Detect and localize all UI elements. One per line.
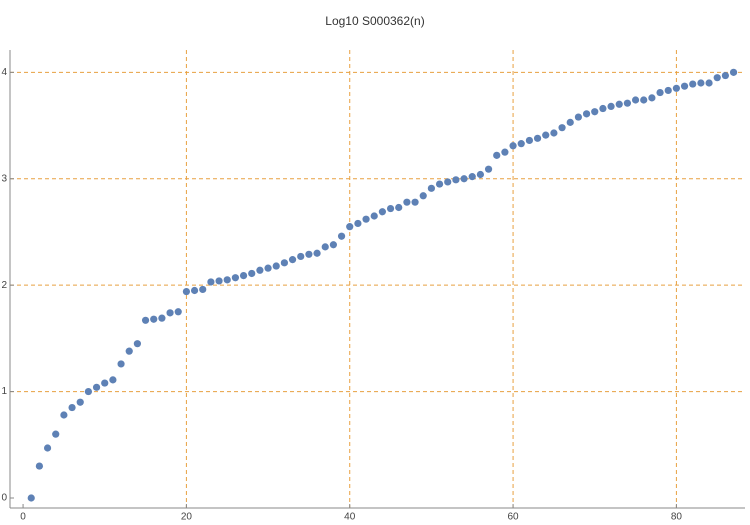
point: [599, 104, 607, 113]
y-tick-label: 4: [1, 67, 7, 78]
point: [109, 376, 117, 384]
point: [566, 118, 574, 126]
point: [84, 387, 92, 396]
point: [493, 151, 501, 159]
point: [550, 129, 558, 137]
point: [27, 494, 35, 502]
point: [517, 140, 525, 148]
point: [623, 99, 632, 107]
point: [558, 124, 566, 132]
point: [305, 250, 313, 258]
x-tick-label: 0: [20, 512, 26, 523]
point: [297, 252, 305, 261]
point: [427, 184, 435, 192]
point: [288, 256, 297, 264]
point: [452, 176, 460, 184]
x-tick-label: 40: [344, 512, 356, 523]
point: [680, 82, 689, 90]
point: [484, 165, 493, 173]
point: [207, 278, 215, 286]
point: [321, 243, 329, 251]
point: [354, 219, 362, 228]
point: [697, 79, 705, 87]
y-tick-label: 3: [1, 173, 7, 184]
point: [35, 462, 44, 470]
point: [403, 198, 411, 206]
point: [101, 379, 109, 387]
point: [378, 208, 386, 216]
point: [190, 286, 199, 295]
point: [435, 180, 444, 188]
point: [664, 86, 672, 95]
point: [501, 148, 509, 156]
point: [476, 170, 484, 179]
point: [239, 271, 248, 280]
point: [689, 80, 697, 88]
point: [631, 96, 640, 104]
point: [199, 285, 207, 294]
point: [133, 340, 141, 348]
point: [582, 110, 591, 118]
point: [329, 241, 337, 249]
point: [591, 108, 599, 116]
point: [721, 71, 730, 80]
point: [272, 262, 280, 270]
point: [542, 131, 550, 139]
y-tick-label: 1: [1, 386, 7, 397]
point: [264, 264, 272, 272]
y-tick-label: 0: [1, 493, 7, 504]
point: [419, 192, 427, 200]
chart-title: Log10 S000362(n): [325, 14, 424, 28]
point: [370, 212, 378, 220]
point: [444, 178, 452, 186]
point: [386, 204, 395, 213]
x-tick-label: 80: [671, 512, 683, 523]
point: [231, 274, 239, 282]
point: [248, 269, 256, 278]
point: [43, 444, 52, 452]
point: [640, 96, 648, 104]
point: [648, 94, 656, 102]
point: [313, 249, 321, 257]
point: [525, 136, 534, 145]
point: [713, 74, 721, 82]
point: [182, 287, 190, 296]
point: [68, 403, 76, 412]
point: [672, 84, 681, 92]
point: [117, 360, 125, 368]
point: [615, 100, 623, 108]
point: [280, 259, 288, 267]
y-tick-label: 2: [1, 280, 7, 291]
point: [76, 398, 84, 406]
point: [141, 316, 150, 324]
point: [729, 68, 738, 76]
point: [574, 113, 583, 121]
point: [509, 142, 517, 150]
point: [223, 276, 231, 284]
point: [607, 102, 615, 110]
point: [460, 175, 468, 183]
point: [468, 173, 476, 181]
point: [533, 134, 542, 142]
point: [346, 223, 354, 231]
point: [92, 383, 101, 391]
point: [52, 430, 60, 438]
point: [125, 347, 133, 355]
point: [337, 232, 346, 240]
x-tick-label: 20: [181, 512, 193, 523]
point: [166, 309, 174, 317]
point: [411, 198, 419, 206]
point: [150, 315, 158, 323]
point: [362, 215, 370, 223]
point: [395, 203, 403, 212]
point: [174, 308, 182, 316]
x-tick-label: 60: [508, 512, 520, 523]
point: [158, 314, 166, 322]
point: [256, 266, 264, 274]
point: [215, 277, 223, 285]
point: [60, 411, 68, 419]
point: [656, 88, 664, 97]
point: [705, 79, 713, 87]
